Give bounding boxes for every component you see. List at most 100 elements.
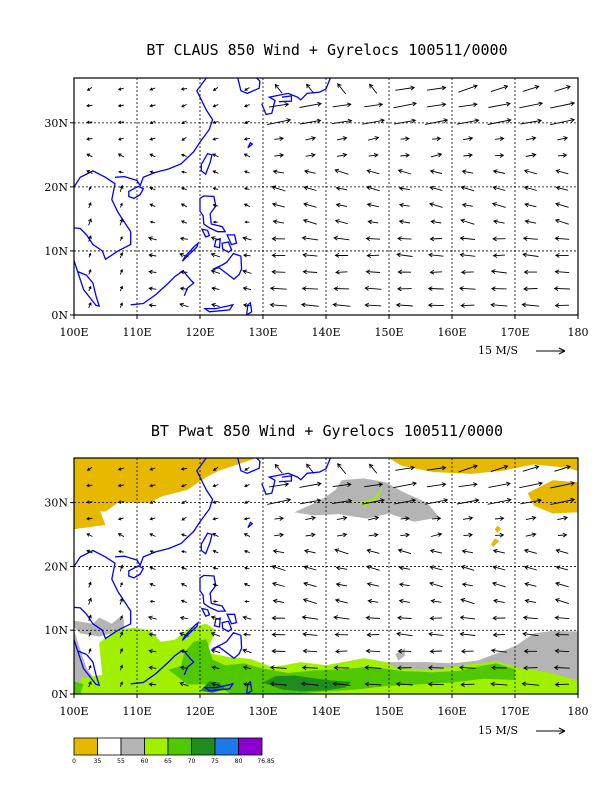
x-tick-label: 140E (311, 705, 340, 718)
wind-vector (86, 87, 93, 91)
pwat-region (168, 639, 515, 694)
colorbar-label: 65 (164, 758, 172, 765)
wind-vector (243, 583, 251, 587)
wind-vector (550, 101, 576, 109)
wind-vector (212, 549, 219, 554)
wind-vector (88, 268, 92, 275)
wind-vector (394, 498, 417, 505)
pwat-region (74, 681, 84, 694)
panel-1-vector-scale: 15 M/S (478, 344, 566, 357)
wind-vector (179, 665, 188, 670)
wind-vector (458, 84, 478, 93)
wind-vector (395, 681, 413, 687)
wind-vector (555, 565, 569, 571)
wind-vector (119, 251, 124, 259)
wind-vector (305, 532, 316, 538)
panel-1-x-ticks: 100E 110E 120E 130E 140E 150E 160E 170E 180 (59, 315, 589, 339)
island-outline (203, 303, 235, 313)
wind-vector (365, 648, 381, 654)
wind-vector (243, 549, 250, 554)
wind-vector (119, 681, 123, 687)
wind-vector (522, 85, 540, 92)
wind-vector (117, 137, 124, 141)
wind-vector (553, 665, 570, 671)
wind-vector (299, 101, 322, 108)
wind-vector (212, 203, 219, 207)
wind-vector (181, 500, 187, 504)
wind-vector (181, 120, 187, 124)
wind-vector (332, 102, 352, 108)
wind-vector (425, 118, 449, 125)
island-outline (247, 141, 254, 149)
wind-vector (460, 648, 474, 654)
wind-vector (554, 632, 569, 637)
wind-vector (117, 467, 124, 471)
wind-vector (554, 465, 571, 472)
pwat-colorbar: 0 35 55 60 65 70 75 80 76.85 (72, 737, 275, 765)
wind-vector (461, 202, 473, 208)
wind-vector (149, 500, 156, 504)
coastline (114, 458, 214, 567)
wind-vector (271, 269, 286, 275)
colorbar-label: 0 (72, 758, 76, 765)
wind-vector (425, 498, 449, 505)
wind-vector (210, 269, 221, 275)
wind-vector (334, 548, 349, 555)
wind-vector (400, 136, 410, 142)
wind-vector (429, 202, 443, 208)
wind-vector (180, 582, 188, 587)
coastline (278, 475, 293, 483)
wind-vector (523, 548, 537, 554)
wind-vector (400, 152, 411, 158)
wind-vector (180, 203, 188, 208)
wind-vector (334, 168, 349, 175)
wind-vector (366, 202, 380, 208)
wind-vector (303, 169, 316, 175)
wind-vector (243, 517, 250, 521)
wind-vector (244, 187, 250, 191)
wind-vector (364, 302, 382, 308)
x-tick-label: 100E (59, 705, 88, 718)
wind-vector (554, 598, 569, 605)
wind-vector (242, 682, 251, 687)
wind-vector (243, 137, 250, 141)
wind-vector (180, 87, 187, 91)
wind-vector (244, 467, 250, 471)
wind-vector (522, 615, 538, 621)
wind-vector (336, 136, 348, 141)
wind-vector (179, 252, 189, 258)
wind-vector (117, 87, 124, 91)
wind-vector (524, 202, 537, 208)
wind-vector (554, 648, 570, 654)
y-tick-label: 10N (44, 624, 68, 637)
wind-vector (302, 631, 318, 637)
wind-vector (148, 665, 157, 670)
coastline (114, 78, 214, 188)
wind-vector (365, 615, 381, 621)
pwat-region (389, 458, 578, 474)
wind-vector (303, 565, 317, 571)
wind-vector (397, 648, 412, 654)
wind-vector (210, 252, 221, 258)
wind-vector (149, 103, 156, 108)
island-outline (221, 620, 233, 633)
wind-vector (300, 681, 319, 687)
y-tick-label: 20N (44, 560, 68, 573)
wind-vector (458, 102, 478, 108)
wind-vector (369, 463, 378, 474)
wind-vector (554, 303, 570, 308)
wind-vector (429, 565, 443, 571)
wind-vector (430, 598, 442, 604)
wind-vector (366, 582, 380, 587)
panel-2-plot-area (74, 458, 578, 694)
x-tick-label: 120E (185, 326, 214, 339)
wind-vector (334, 253, 349, 258)
wind-vector (397, 269, 412, 275)
wind-vector (149, 137, 156, 141)
wind-vector (243, 120, 250, 124)
wind-vector (180, 566, 187, 570)
wind-vector (243, 484, 250, 488)
x-tick-label: 100E (59, 326, 88, 339)
wind-vector (119, 285, 124, 292)
wind-vector (212, 104, 219, 108)
